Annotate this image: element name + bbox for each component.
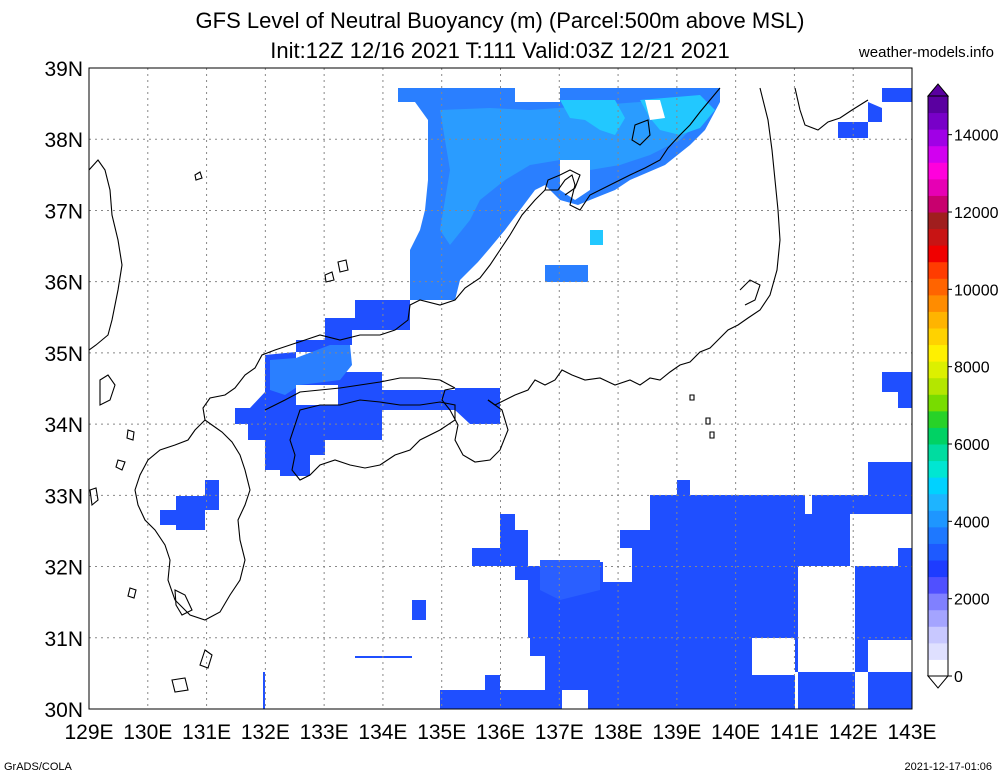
lon-label: 142E	[829, 721, 878, 744]
colorbar-swatch	[928, 493, 948, 511]
colorbar-labels: 0 2000 4000 6000 8000 10000 12000 14000	[954, 128, 999, 686]
lat-label: 37N	[44, 200, 83, 223]
lat-lon-grid	[89, 68, 912, 709]
colorbar-swatch	[928, 344, 948, 362]
lon-label: 138E	[594, 721, 643, 744]
colorbar-swatch	[928, 328, 948, 346]
map-title: GFS Level of Neutral Buoyancy (m) (Parce…	[195, 8, 805, 33]
colorbar-swatch	[928, 261, 948, 279]
colorbar-top-arrow	[926, 83, 950, 97]
colorbar-tick-label: 8000	[954, 360, 990, 377]
colorbar-swatch	[928, 593, 948, 611]
lat-label: 30N	[44, 699, 83, 722]
colorbar-swatch	[928, 311, 948, 329]
longitude-labels: 129E 130E 131E 132E 133E 134E 135E 136E 137E 138E…	[64, 721, 936, 744]
colorbar-swatch	[928, 427, 948, 445]
colorbar-swatch	[928, 394, 948, 412]
colorbar-tick-label: 10000	[954, 282, 999, 299]
colorbar-swatch	[928, 576, 948, 594]
lon-label: 141E	[770, 721, 819, 744]
lat-label: 32N	[44, 557, 83, 580]
colorbar-swatch	[928, 162, 948, 180]
lon-label: 136E	[476, 721, 525, 744]
colorbar-swatch	[928, 659, 948, 677]
colorbar-swatch	[928, 212, 948, 230]
lon-label: 133E	[300, 721, 349, 744]
plot-frame	[88, 67, 913, 710]
colorbar-swatch	[928, 460, 948, 478]
latitude-labels: 30N 31N 32N 33N 34N 35N 36N 37N 38N 39N	[44, 58, 83, 722]
colorbar-swatch	[928, 510, 948, 528]
colorbar-swatch	[928, 410, 948, 428]
colorbar-swatch	[928, 245, 948, 263]
colorbar-swatch	[928, 444, 948, 462]
buoyancy-fill-layer	[160, 88, 912, 709]
colorbar-swatch	[928, 560, 948, 578]
lat-label: 31N	[44, 628, 83, 651]
footer-left-label: GrADS/COLA	[4, 761, 72, 773]
colorbar-swatch	[928, 377, 948, 395]
lat-label: 36N	[44, 272, 83, 295]
colorbar-swatch	[928, 477, 948, 495]
lon-label: 130E	[123, 721, 172, 744]
lat-label: 39N	[44, 58, 83, 81]
colorbar-tick-label: 2000	[954, 592, 990, 609]
lon-label: 139E	[652, 721, 701, 744]
colorbar-tick-label: 4000	[954, 514, 990, 531]
lon-label: 131E	[182, 721, 231, 744]
lat-label: 35N	[44, 343, 83, 366]
colorbar-bottom-arrow	[926, 675, 950, 689]
colorbar-swatch	[928, 96, 948, 114]
colorbar-swatch	[928, 112, 948, 130]
colorbar-swatch	[928, 278, 948, 296]
colorbar-swatch	[928, 178, 948, 196]
lon-label: 134E	[358, 721, 407, 744]
colorbar-swatch	[928, 145, 948, 163]
colorbar-swatch	[928, 626, 948, 644]
colorbar-swatch	[928, 526, 948, 544]
colorbar-swatch	[928, 294, 948, 312]
footer-timestamp: 2021-12-17-01:06	[904, 761, 992, 773]
coastline-layer	[89, 87, 869, 693]
lat-label: 33N	[44, 485, 83, 508]
lat-label: 34N	[44, 414, 83, 437]
colorbar-swatch	[928, 195, 948, 213]
lat-label: 38N	[44, 129, 83, 152]
colorbar-swatch	[928, 361, 948, 379]
colorbar	[926, 83, 952, 689]
lon-label: 137E	[535, 721, 584, 744]
lon-label: 135E	[417, 721, 466, 744]
colorbar-tick-label: 14000	[954, 128, 999, 145]
colorbar-tick-label: 0	[954, 669, 963, 686]
colorbar-tick-label: 6000	[954, 437, 990, 454]
colorbar-swatch	[928, 543, 948, 561]
colorbar-swatch	[928, 228, 948, 246]
lon-label: 140E	[711, 721, 760, 744]
credit-label: weather-models.info	[858, 44, 994, 61]
colorbar-swatch	[928, 609, 948, 627]
lon-label: 132E	[241, 721, 290, 744]
colorbar-tick-label: 12000	[954, 205, 999, 222]
colorbar-swatch	[928, 642, 948, 660]
map-subtitle: Init:12Z 12/16 2021 T:111 Valid:03Z 12/2…	[270, 38, 730, 63]
lon-label: 129E	[64, 721, 113, 744]
colorbar-swatch	[928, 129, 948, 147]
lon-label: 143E	[887, 721, 936, 744]
